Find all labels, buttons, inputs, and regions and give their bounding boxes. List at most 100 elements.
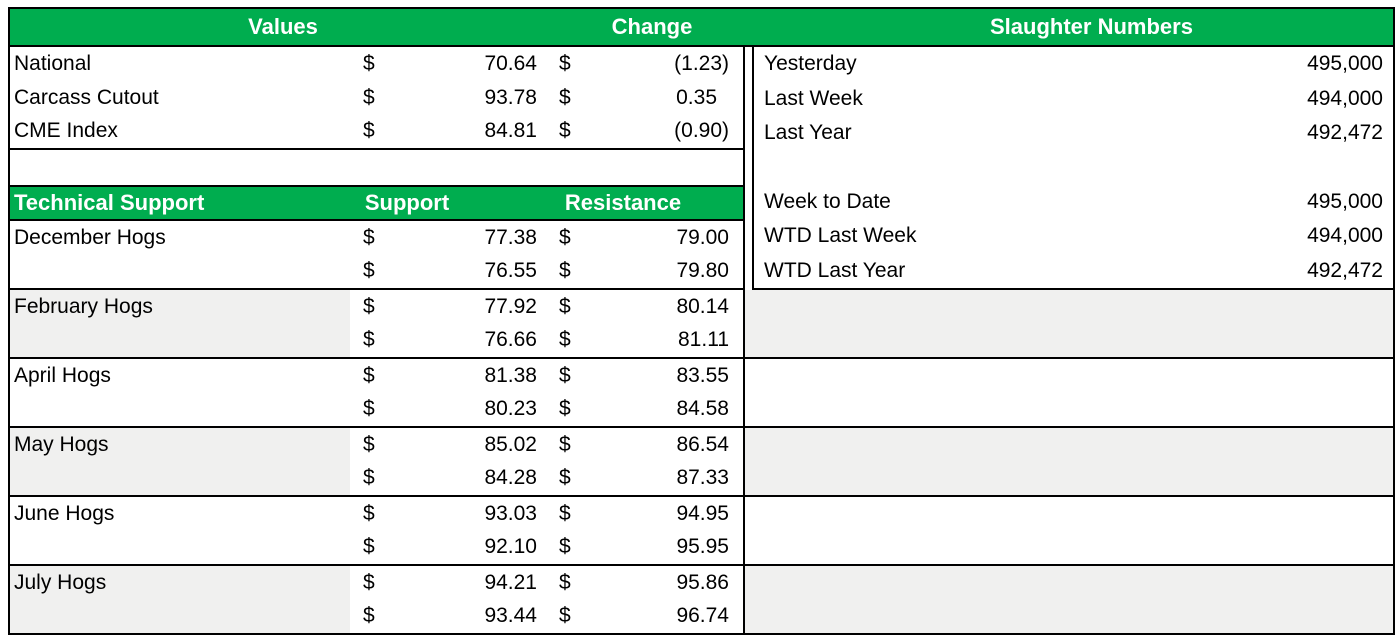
slaughter-value: 492,472 xyxy=(1307,258,1383,282)
row-label: CME Index xyxy=(14,119,118,143)
change-cell: (0.90) xyxy=(674,119,729,143)
month-label-text: July Hogs xyxy=(14,571,107,594)
slaughter-label: Last Year xyxy=(764,121,852,145)
values-row: National $ 70.64 $ (1.23) xyxy=(10,47,743,81)
support-value: 77.92 xyxy=(484,294,537,318)
resistance-currency-symbol: $ xyxy=(559,225,571,249)
technical-row: $ 85.02 $ 86.54 xyxy=(10,428,743,462)
month-group-rows: $ 77.38 $ 79.00 $ 76.55 $ 79.80 xyxy=(10,221,743,288)
change-cell: 0.35 xyxy=(676,85,717,109)
resistance-value: 79.80 xyxy=(676,259,729,283)
month-label: June Hogs xyxy=(10,497,350,564)
resistance-value: 79.00 xyxy=(676,225,729,249)
month-group: December Hogs $ 77.38 $ 79.00 $ 76.55 $ … xyxy=(10,221,743,290)
slaughter-row: Last Year 492,472 xyxy=(754,116,1393,150)
resistance-value: 80.14 xyxy=(676,294,729,318)
month-label-text: May Hogs xyxy=(14,433,109,456)
resistance-currency-symbol: $ xyxy=(559,604,571,628)
slaughter-numbers-table: Yesterday 495,000 Last Week 494,000 Last… xyxy=(752,47,1395,290)
month-label: April Hogs xyxy=(10,359,350,426)
month-label-text: February Hogs xyxy=(14,295,153,318)
support-currency-symbol: $ xyxy=(363,397,375,421)
technical-row: $ 77.38 $ 79.00 xyxy=(10,221,743,255)
technical-row: $ 93.03 $ 94.95 xyxy=(10,497,743,531)
support-value: 84.28 xyxy=(484,466,537,490)
month-group-rows: $ 93.03 $ 94.95 $ 92.10 $ 95.95 xyxy=(10,497,743,564)
slaughter-row: WTD Last Year 492,472 xyxy=(754,254,1393,288)
slaughter-label: Last Week xyxy=(764,86,863,110)
technical-support-header: Technical Support Support Resistance xyxy=(8,185,745,221)
support-value: 93.44 xyxy=(484,604,537,628)
gap-row xyxy=(8,150,745,185)
top-header-band: Values Change Slaughter Numbers xyxy=(8,7,1395,47)
change-currency-symbol: $ xyxy=(559,51,571,75)
resistance-currency-symbol: $ xyxy=(559,397,571,421)
resistance-currency-symbol: $ xyxy=(559,570,571,594)
support-currency-symbol: $ xyxy=(363,466,375,490)
values-row: Carcass Cutout $ 93.78 $ 0.35 xyxy=(10,81,743,115)
resistance-currency-symbol: $ xyxy=(559,363,571,387)
slaughter-row: Last Week 494,000 xyxy=(754,81,1393,115)
slaughter-value: 494,000 xyxy=(1307,86,1383,110)
slaughter-value: 495,000 xyxy=(1307,52,1383,76)
support-value: 94.21 xyxy=(484,570,537,594)
support-currency-symbol: $ xyxy=(363,432,375,456)
technical-support-title: Technical Support xyxy=(14,190,205,215)
resistance-header-label: Resistance xyxy=(564,190,682,215)
resistance-value: 95.95 xyxy=(676,535,729,559)
values-table: National $ 70.64 $ (1.23) Carcass Cutout… xyxy=(8,47,745,150)
change-currency-symbol: $ xyxy=(559,85,571,109)
resistance-value: 84.58 xyxy=(676,397,729,421)
change-currency-symbol: $ xyxy=(559,119,571,143)
slaughter-value: 492,472 xyxy=(1307,121,1383,145)
slaughter-row: Week to Date 495,000 xyxy=(754,185,1393,219)
row-label: National xyxy=(14,51,92,75)
technical-row: $ 76.55 $ 79.80 xyxy=(10,255,743,289)
support-currency-symbol: $ xyxy=(363,294,375,318)
technical-row: $ 93.44 $ 96.74 xyxy=(10,600,743,634)
support-value: 76.55 xyxy=(484,259,537,283)
month-group: July Hogs $ 94.21 $ 95.86 $ 93.44 $ 96.7… xyxy=(10,566,743,633)
month-group-rows: $ 81.38 $ 83.55 $ 80.23 $ 84.58 xyxy=(10,359,743,426)
value-currency-symbol: $ xyxy=(363,85,375,109)
support-value: 85.02 xyxy=(484,432,537,456)
technical-row: $ 81.38 $ 83.55 xyxy=(10,359,743,393)
slaughter-label: WTD Last Week xyxy=(764,224,917,248)
support-value: 92.10 xyxy=(484,535,537,559)
support-value: 81.38 xyxy=(484,363,537,387)
month-group: April Hogs $ 81.38 $ 83.55 $ 80.23 $ 84.… xyxy=(10,359,743,428)
support-header-label: Support xyxy=(364,190,450,215)
resistance-value: 96.74 xyxy=(676,604,729,628)
support-value: 80.23 xyxy=(484,397,537,421)
support-value: 93.03 xyxy=(484,501,537,525)
month-group-rows: $ 85.02 $ 86.54 $ 84.28 $ 87.33 xyxy=(10,428,743,495)
shading-band xyxy=(745,497,1393,566)
value-currency-symbol: $ xyxy=(363,119,375,143)
resistance-value: 95.86 xyxy=(676,570,729,594)
technical-support-table: December Hogs $ 77.38 $ 79.00 $ 76.55 $ … xyxy=(8,221,745,635)
month-label: May Hogs xyxy=(10,428,350,495)
resistance-value: 83.55 xyxy=(676,363,729,387)
support-currency-symbol: $ xyxy=(363,259,375,283)
resistance-value: 81.11 xyxy=(678,328,729,352)
value-currency-symbol: $ xyxy=(363,51,375,75)
month-label-text: December Hogs xyxy=(14,226,166,249)
slaughter-label: Yesterday xyxy=(764,52,857,76)
value-cell: 84.81 xyxy=(484,119,537,143)
shading-band xyxy=(745,359,1393,428)
support-currency-symbol: $ xyxy=(363,604,375,628)
month-group-rows: $ 94.21 $ 95.86 $ 93.44 $ 96.74 xyxy=(10,566,743,633)
change-header-label: Change xyxy=(611,14,693,39)
support-currency-symbol: $ xyxy=(363,225,375,249)
month-label-text: April Hogs xyxy=(14,364,111,387)
month-group: June Hogs $ 93.03 $ 94.95 $ 92.10 $ 95.9… xyxy=(10,497,743,566)
values-row: CME Index $ 84.81 $ (0.90) xyxy=(10,114,743,148)
resistance-currency-symbol: $ xyxy=(559,432,571,456)
month-label-text: June Hogs xyxy=(14,502,115,525)
resistance-value: 86.54 xyxy=(676,432,729,456)
shading-band-region xyxy=(745,290,1395,635)
resistance-currency-symbol: $ xyxy=(559,328,571,352)
values-header-label: Values xyxy=(248,14,318,39)
technical-row: $ 94.21 $ 95.86 xyxy=(10,566,743,600)
